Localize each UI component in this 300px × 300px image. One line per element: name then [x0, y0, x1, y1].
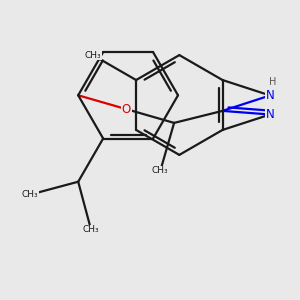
- Text: N: N: [266, 108, 274, 121]
- Text: CH₃: CH₃: [85, 51, 101, 60]
- Text: CH₃: CH₃: [152, 167, 169, 176]
- Text: O: O: [122, 103, 131, 116]
- Text: CH₃: CH₃: [83, 225, 99, 234]
- Text: H: H: [268, 77, 276, 87]
- Text: CH₃: CH₃: [22, 190, 38, 199]
- Text: N: N: [266, 89, 274, 102]
